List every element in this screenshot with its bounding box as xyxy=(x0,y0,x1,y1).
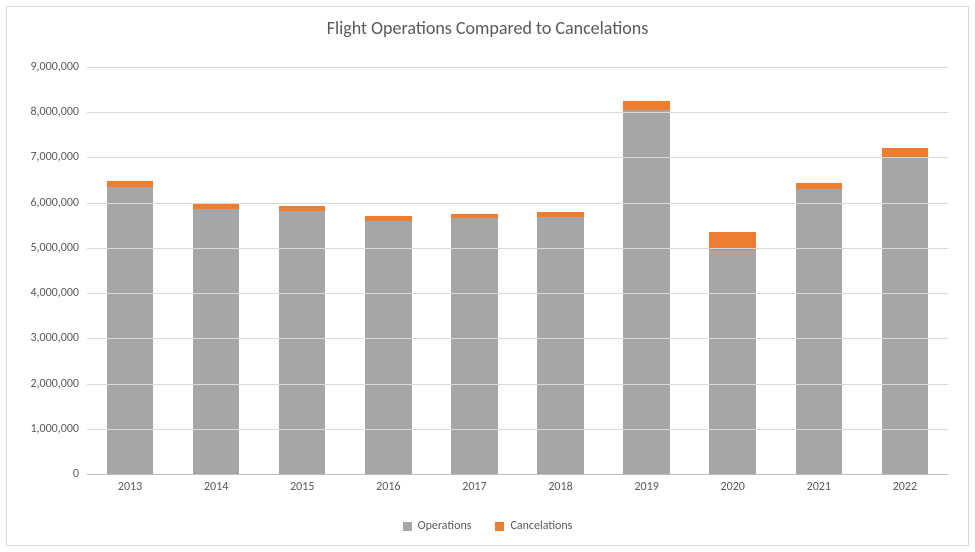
bar-segment xyxy=(882,157,928,474)
x-tick-label: 2016 xyxy=(376,474,400,494)
y-tick-label: 3,000,000 xyxy=(30,331,87,345)
bar-slot: 2021 xyxy=(776,67,862,474)
y-tick-label: 7,000,000 xyxy=(30,150,87,164)
x-tick-label: 2015 xyxy=(290,474,314,494)
grid-line xyxy=(87,157,948,158)
y-tick-label: 1,000,000 xyxy=(30,422,87,436)
bar xyxy=(882,67,928,474)
bar-slot: 2014 xyxy=(173,67,259,474)
y-tick-label: 6,000,000 xyxy=(30,196,87,210)
bar-segment xyxy=(623,101,669,110)
chart-title: Flight Operations Compared to Cancelatio… xyxy=(7,7,968,39)
bar-slot: 2015 xyxy=(259,67,345,474)
bar-segment xyxy=(107,187,153,474)
y-tick-label: 9,000,000 xyxy=(30,60,87,74)
bar-slot: 2016 xyxy=(345,67,431,474)
x-tick-label: 2021 xyxy=(807,474,831,494)
x-tick-label: 2013 xyxy=(118,474,142,494)
bar-slot: 2018 xyxy=(517,67,603,474)
grid-line xyxy=(87,429,948,430)
bar-segment xyxy=(882,148,928,158)
bar xyxy=(279,67,325,474)
bar xyxy=(193,67,239,474)
legend-item-cancelations: Cancelations xyxy=(495,519,572,533)
legend: Operations Cancelations xyxy=(7,519,968,533)
bar-segment xyxy=(709,250,755,474)
bar-segment xyxy=(623,110,669,474)
bar xyxy=(365,67,411,474)
plot-area: 2013201420152016201720182019202020212022… xyxy=(87,67,948,475)
legend-label-cancelations: Cancelations xyxy=(510,519,572,533)
legend-swatch-operations xyxy=(403,522,412,531)
grid-line xyxy=(87,67,948,68)
bar xyxy=(623,67,669,474)
bar-segment xyxy=(193,209,239,474)
bar-slot: 2022 xyxy=(862,67,948,474)
legend-label-operations: Operations xyxy=(418,519,472,533)
x-tick-label: 2014 xyxy=(204,474,228,494)
grid-line xyxy=(87,338,948,339)
bar xyxy=(107,67,153,474)
x-tick-label: 2020 xyxy=(721,474,745,494)
bar-slot: 2020 xyxy=(690,67,776,474)
y-tick-label: 8,000,000 xyxy=(30,105,87,119)
legend-item-operations: Operations xyxy=(403,519,472,533)
grid-line xyxy=(87,248,948,249)
x-tick-label: 2019 xyxy=(634,474,658,494)
y-tick-label: 0 xyxy=(73,467,87,481)
bars-group: 2013201420152016201720182019202020212022 xyxy=(87,67,948,474)
bar xyxy=(451,67,497,474)
bar-slot: 2019 xyxy=(604,67,690,474)
bar-segment xyxy=(537,217,583,474)
x-tick-label: 2017 xyxy=(462,474,486,494)
legend-swatch-cancelations xyxy=(495,522,504,531)
bar-segment xyxy=(796,189,842,474)
bar-segment xyxy=(365,221,411,474)
y-tick-label: 4,000,000 xyxy=(30,286,87,300)
bar xyxy=(796,67,842,474)
x-tick-label: 2022 xyxy=(893,474,917,494)
grid-line xyxy=(87,112,948,113)
bar-segment xyxy=(279,211,325,474)
grid-line xyxy=(87,203,948,204)
y-tick-label: 2,000,000 xyxy=(30,377,87,391)
bar-segment xyxy=(451,218,497,474)
grid-line xyxy=(87,293,948,294)
chart-container: Flight Operations Compared to Cancelatio… xyxy=(6,6,969,546)
bar xyxy=(537,67,583,474)
plot: 2013201420152016201720182019202020212022… xyxy=(87,67,948,475)
bar xyxy=(709,67,755,474)
grid-line xyxy=(87,384,948,385)
y-tick-label: 5,000,000 xyxy=(30,241,87,255)
bar-slot: 2013 xyxy=(87,67,173,474)
bar-slot: 2017 xyxy=(431,67,517,474)
x-tick-label: 2018 xyxy=(548,474,572,494)
